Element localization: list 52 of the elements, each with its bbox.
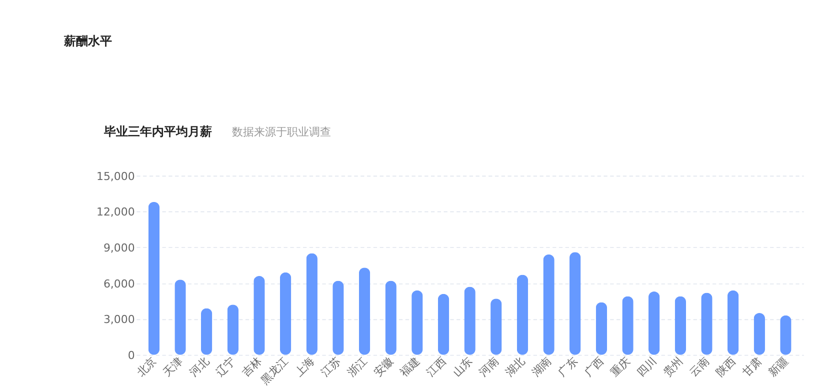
bar <box>174 280 186 355</box>
x-tick-label: 安徽 <box>371 354 396 380</box>
y-tick-label: 3,000 <box>103 313 135 326</box>
x-tick-label: 重庆 <box>608 354 633 380</box>
x-tick-label: 四川 <box>634 354 660 380</box>
x-tick-label: 辽宁 <box>213 354 238 380</box>
bar <box>306 253 318 355</box>
x-tick-label: 福建 <box>398 354 422 380</box>
chart-subtitle: 毕业三年内平均月薪 <box>103 124 212 138</box>
bar <box>674 296 686 355</box>
bar <box>280 272 292 355</box>
bar <box>254 276 265 355</box>
bar <box>596 302 608 355</box>
bar <box>200 308 212 355</box>
x-tick-label: 上海 <box>292 354 318 380</box>
x-tick-label: 河北 <box>186 354 212 380</box>
bar <box>727 290 739 355</box>
bar <box>385 280 396 355</box>
x-tick-label: 陕西 <box>713 354 738 380</box>
bar <box>516 274 528 355</box>
bar <box>412 290 423 355</box>
x-tick-label: 广东 <box>556 354 580 380</box>
bar <box>332 280 344 355</box>
y-tick-label: 15,000 <box>96 170 135 183</box>
chart-title: 薪酬水平 <box>62 34 112 48</box>
y-tick-label: 9,000 <box>103 241 135 254</box>
y-tick-label: 0 <box>128 348 135 362</box>
bar <box>543 254 554 355</box>
x-tick-label: 广西 <box>582 354 607 380</box>
x-tick-label: 湖南 <box>529 354 554 380</box>
x-tick-label: 贵州 <box>660 354 686 380</box>
bar <box>648 292 660 355</box>
bar <box>438 294 450 355</box>
bar <box>227 304 238 355</box>
x-tick-label: 云南 <box>687 354 712 380</box>
bar <box>148 202 160 355</box>
bar <box>358 268 370 355</box>
x-tick-label: 天津 <box>160 354 186 380</box>
x-tick-label: 甘肃 <box>740 354 765 380</box>
x-tick-label: 新疆 <box>766 354 791 380</box>
bar <box>570 252 581 355</box>
bar <box>464 286 476 355</box>
x-tick-label: 江西 <box>424 354 449 380</box>
x-tick-label: 浙江 <box>344 354 370 380</box>
y-tick-label: 12,000 <box>96 206 135 219</box>
text: 数据来源于职业调查 <box>232 125 332 138</box>
x-tick-label: 山东 <box>450 354 475 380</box>
x-tick-label: 北京 <box>134 354 160 380</box>
x-tick-label: 江苏 <box>318 354 344 380</box>
x-tick-label: 河南 <box>476 354 502 380</box>
x-tick-label: 湖北 <box>502 354 528 380</box>
y-tick-label: 6,000 <box>103 277 135 290</box>
